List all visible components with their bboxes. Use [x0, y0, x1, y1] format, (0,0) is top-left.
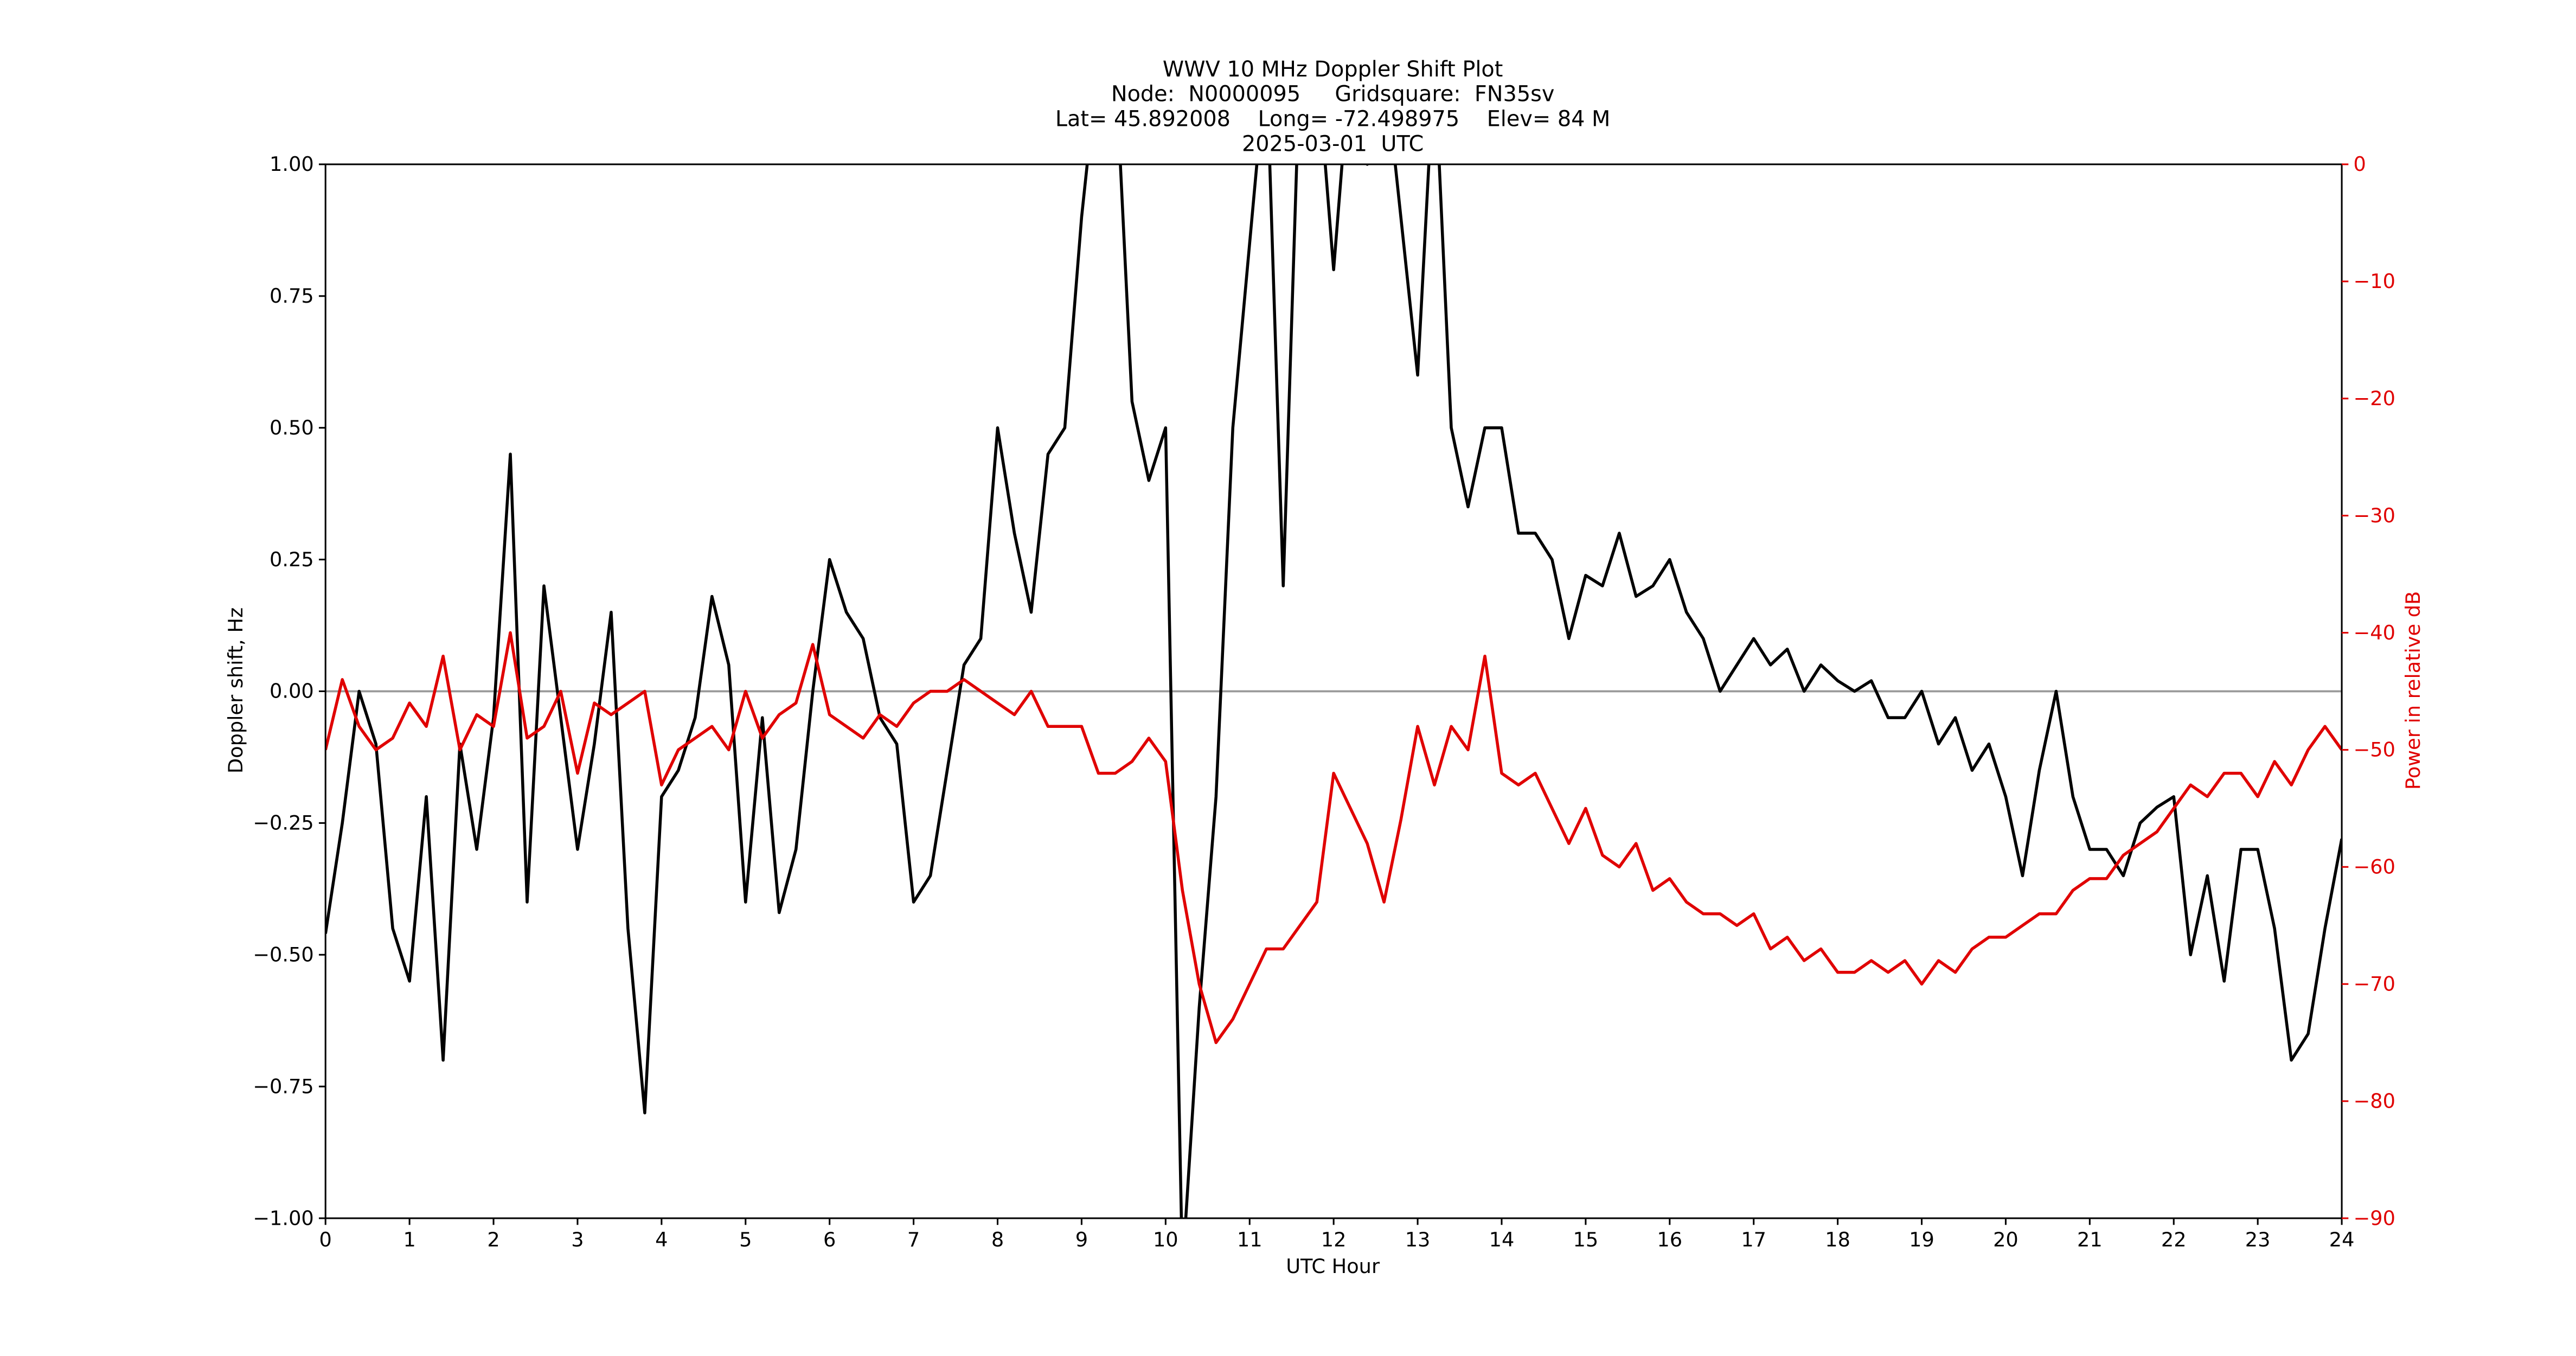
y2-tick-label: −70	[2354, 972, 2395, 995]
x-tick-label: 17	[1741, 1228, 1766, 1251]
x-tick-label: 11	[1237, 1228, 1263, 1251]
y-tick-label: 0.00	[270, 680, 314, 703]
y-tick-label: 0.75	[270, 284, 314, 308]
x-tick-label: 15	[1573, 1228, 1599, 1251]
y2-tick-label: −40	[2354, 621, 2395, 644]
x-tick-label: 3	[571, 1228, 584, 1251]
x-tick-label: 14	[1489, 1228, 1515, 1251]
x-tick-label: 23	[2245, 1228, 2271, 1251]
x-tick-label: 6	[823, 1228, 836, 1251]
x-tick-label: 18	[1825, 1228, 1850, 1251]
x-tick-label: 2	[487, 1228, 499, 1251]
chart-title: Node: N0000095 Gridsquare: FN35sv	[1111, 82, 1555, 107]
x-tick-label: 7	[907, 1228, 920, 1251]
y-tick-label: −0.50	[253, 943, 313, 966]
y-tick-label: −1.00	[253, 1206, 313, 1230]
x-tick-label: 10	[1153, 1228, 1178, 1251]
plot-area	[325, 164, 2342, 1219]
y-tick-label: 1.00	[270, 152, 314, 176]
x-tick-label: 0	[319, 1228, 332, 1251]
x-tick-label: 21	[2077, 1228, 2103, 1251]
y2-tick-label: 0	[2354, 152, 2366, 176]
x-tick-label: 16	[1657, 1228, 1682, 1251]
y2-axis-label: Power in relative dB	[2401, 591, 2425, 790]
x-tick-label: 20	[1993, 1228, 2018, 1251]
y2-tick-label: −90	[2354, 1206, 2395, 1230]
x-tick-label: 8	[991, 1228, 1004, 1251]
chart-title: WWV 10 MHz Doppler Shift Plot	[1163, 57, 1503, 82]
x-tick-label: 1	[403, 1228, 415, 1251]
x-axis-label: UTC Hour	[1286, 1255, 1380, 1278]
x-tick-label: 12	[1321, 1228, 1347, 1251]
x-tick-label: 4	[655, 1228, 668, 1251]
x-tick-label: 13	[1405, 1228, 1431, 1251]
x-tick-label: 22	[2161, 1228, 2187, 1251]
y2-tick-label: −50	[2354, 738, 2395, 762]
data-line	[325, 631, 2342, 1044]
y2-tick-label: −80	[2354, 1089, 2395, 1112]
chart-title: Lat= 45.892008 Long= -72.498975 Elev= 84…	[1055, 107, 1610, 132]
x-tick-label: 9	[1075, 1228, 1088, 1251]
x-tick-label: 24	[2329, 1228, 2355, 1251]
y2-tick-label: −20	[2354, 387, 2395, 410]
y2-tick-label: −60	[2354, 855, 2395, 879]
y-tick-label: −0.75	[253, 1074, 313, 1098]
y2-tick-label: −10	[2354, 270, 2395, 293]
y2-tick-label: −30	[2354, 504, 2395, 527]
chart-title: 2025-03-01 UTC	[1242, 131, 1424, 156]
data-line	[325, 164, 2342, 1219]
y-tick-label: 0.25	[270, 548, 314, 571]
x-tick-label: 19	[1909, 1228, 1934, 1251]
y-tick-label: −0.25	[253, 811, 313, 835]
y-axis-label: Doppler shift, Hz	[224, 607, 247, 773]
x-tick-label: 5	[739, 1228, 752, 1251]
y-tick-label: 0.50	[270, 416, 314, 439]
